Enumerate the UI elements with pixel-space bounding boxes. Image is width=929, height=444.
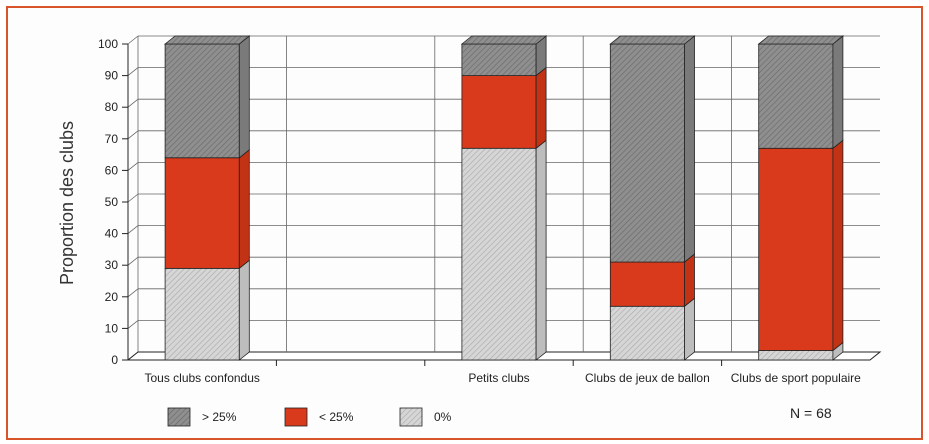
y-tick-label: 30: [105, 258, 119, 272]
legend-item: < 25%: [284, 407, 354, 427]
gridline-slant: [127, 67, 139, 76]
bar-top: [460, 35, 548, 45]
y-tick-label: 60: [105, 163, 119, 177]
legend-label: > 25%: [202, 410, 237, 424]
bars: [163, 35, 845, 361]
y-tick-label: 80: [105, 100, 119, 114]
gridline-slant: [127, 225, 139, 234]
gridline-slant: [127, 288, 139, 298]
y-tick-label: 90: [105, 69, 119, 83]
bar-segment: [164, 148, 250, 270]
bar-segment: [461, 139, 547, 361]
gridline-slant: [127, 320, 139, 329]
bar-segment: [461, 35, 547, 77]
gridline-slant: [127, 256, 139, 266]
x-category-label: Clubs de jeux de ballon: [585, 371, 710, 385]
gridline-slant: [127, 162, 139, 171]
gridline-slant: [127, 193, 139, 203]
y-tick-label: 10: [105, 321, 119, 335]
y-tick-label: 70: [105, 132, 119, 146]
legend-swatch: [167, 407, 191, 427]
bar-segment: [609, 35, 695, 263]
labels: 0 10 20 30 40 50 60 70 80 90 100 Tous clubs confond…: [98, 37, 861, 385]
sample-size-note: N = 68: [790, 405, 832, 421]
y-tick-label: 40: [105, 227, 119, 241]
legend-label: 0%: [434, 410, 452, 424]
x-category-label: Petits clubs: [468, 371, 529, 385]
y-tick-label: 50: [105, 195, 119, 209]
gridline-slant: [127, 130, 139, 140]
legend-swatch: [284, 407, 308, 427]
gridline-slant: [127, 35, 139, 45]
y-axis-label: Proportion des clubs: [57, 121, 77, 285]
bar-segment: [609, 297, 695, 361]
y-tick-label: 20: [105, 290, 119, 304]
bar-top: [757, 35, 845, 45]
legend-item: 0%: [399, 407, 452, 427]
bar-top: [163, 35, 251, 45]
bar-segment: [164, 259, 250, 361]
bar-segment: [758, 139, 844, 352]
y-tick-label: 0: [111, 353, 118, 367]
bar-segment: [609, 253, 695, 308]
legend-swatch: [399, 407, 423, 427]
legend-label: < 25%: [319, 410, 354, 424]
x-category-label: Clubs de sport populaire: [731, 371, 861, 385]
legend: > 25% < 25% 0%: [167, 407, 452, 427]
gridline-slant: [127, 98, 139, 108]
legend-item: > 25%: [167, 407, 237, 427]
bar-segment: [758, 35, 844, 150]
bar-segment: [461, 66, 547, 150]
bar-segment: [164, 35, 250, 159]
x-category-label: Tous clubs confondus: [144, 371, 259, 385]
y-tick-label: 100: [98, 37, 118, 51]
bar-top: [609, 35, 696, 45]
